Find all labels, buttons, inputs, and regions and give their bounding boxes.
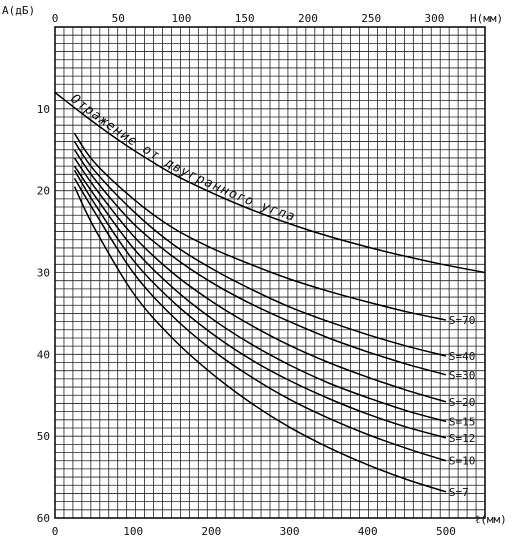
x-axis-bottom-title: ℓ(мм): [475, 513, 507, 526]
curve-label: S=40: [449, 350, 476, 363]
x-top-tick-label: 300: [424, 12, 444, 25]
series-line-s-70: [73, 132, 447, 321]
series-line-s-40: [73, 141, 447, 357]
series-line-s-12: [73, 169, 447, 439]
curves: [54, 91, 486, 493]
y-tick-label: 10: [37, 103, 50, 116]
curve-label: S=70: [449, 314, 476, 327]
y-tick-label: 30: [37, 267, 50, 280]
x-top-tick-label: 200: [298, 12, 318, 25]
x-axis-top-title: H(мм): [470, 12, 503, 25]
x-top-tick-label: 50: [112, 12, 125, 25]
x-top-tick-label: 0: [52, 12, 59, 25]
curve-label: S=12: [449, 432, 476, 445]
y-tick-label: 40: [37, 348, 50, 361]
x-bottom-tick-label: 400: [358, 525, 378, 538]
x-bottom-tick-label: 500: [436, 525, 456, 538]
x-top-tick-label: 100: [172, 12, 192, 25]
series-line-s-15: [73, 165, 447, 423]
curve-label: S=20: [449, 396, 476, 409]
curve-label: S=15: [449, 415, 476, 428]
x-bottom-tick-label: 200: [201, 525, 221, 538]
series-line-s-10: [73, 178, 447, 462]
y-tick-label: 60: [37, 512, 50, 525]
y-tick-label: 50: [37, 430, 50, 443]
y-axis-title: A(дБ): [2, 4, 35, 17]
series-line-s-20: [73, 157, 447, 403]
x-top-tick-label: 150: [235, 12, 255, 25]
curve-label: S=7: [449, 486, 469, 499]
x-bottom-tick-label: 100: [123, 525, 143, 538]
x-bottom-tick-label: 0: [52, 525, 59, 538]
series-line-reflection: [54, 91, 486, 274]
series-line-s-30: [73, 149, 447, 376]
curve-label: S=30: [449, 369, 476, 382]
curve-label: S=10: [449, 455, 476, 468]
curve-labels: S=70 S=40 S=30 S=20 S=15 S=12 S=10 S=7: [449, 314, 476, 499]
y-tick-label: 20: [37, 185, 50, 198]
x-bottom-tick-label: 300: [280, 525, 300, 538]
series-line-s-7: [73, 186, 447, 493]
x-top-tick-label: 250: [361, 12, 381, 25]
